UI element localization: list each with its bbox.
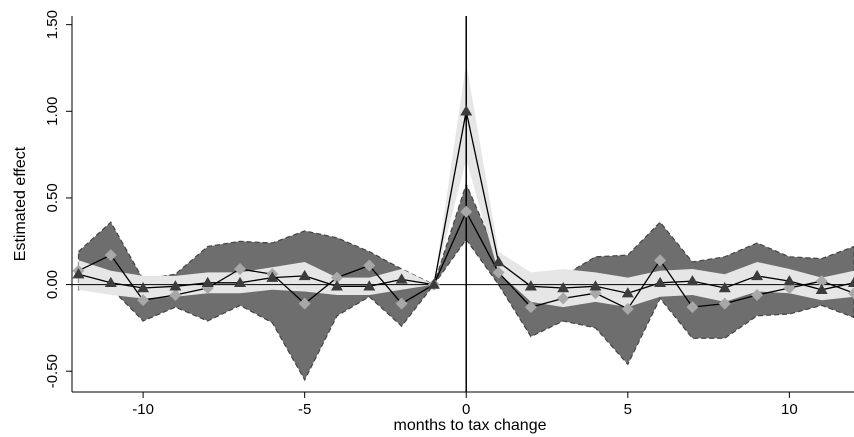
triangle-marker [557, 282, 570, 293]
triangle-marker [524, 280, 537, 291]
y-tick-label: 0.00 [44, 270, 61, 299]
triangle-marker [201, 276, 214, 288]
triangle-marker [815, 283, 828, 294]
triangle-marker [718, 282, 731, 293]
diamond-marker [654, 254, 667, 267]
triangle-marker [621, 287, 634, 298]
y-tick-label: 1.00 [44, 97, 61, 126]
diamond-marker [621, 302, 634, 315]
diamond-marker [686, 301, 699, 314]
x-tick-label: -5 [298, 401, 311, 418]
triangle-marker [266, 271, 279, 282]
triangle-marker [72, 268, 85, 279]
diamond-marker [718, 297, 731, 310]
y-tick-label: -0.50 [44, 354, 61, 388]
triangle-marker [654, 276, 667, 288]
triangle-marker [848, 276, 854, 288]
diamond-marker [234, 262, 247, 275]
ci-band-series-2 [77, 182, 854, 382]
diamond-marker [137, 294, 150, 307]
x-tick-label: 5 [624, 401, 632, 418]
x-axis-title: months to tax change [394, 417, 547, 434]
diamond-marker [492, 266, 505, 279]
triangle-marker [298, 269, 311, 281]
diamond-marker [815, 275, 828, 288]
ticks: -10 -5 0 5 10 -0.50 0.00 0.50 1.00 1.50 [44, 10, 798, 418]
triangle-marker [395, 273, 408, 284]
triangle-marker [234, 276, 247, 288]
triangle-marker [589, 280, 602, 291]
diamond-marker [104, 249, 117, 262]
diamond-marker [848, 287, 854, 300]
x-tick-label: 0 [462, 401, 470, 418]
y-axis-title: Estimated effect [12, 146, 29, 261]
triangle-marker [751, 269, 764, 281]
triangle-marker [104, 276, 117, 288]
triangle-marker [330, 280, 343, 291]
diamond-marker [524, 301, 537, 314]
x-tick-label: 10 [781, 401, 798, 418]
diamond-marker [363, 259, 376, 272]
axes [71, 16, 854, 393]
diamond-marker [395, 297, 408, 310]
diamond-marker [751, 288, 764, 301]
triangle-marker [169, 280, 182, 291]
y-tick-label: 0.50 [44, 183, 61, 212]
triangle-marker [686, 275, 699, 286]
triangle-marker [492, 256, 505, 267]
triangle-marker [427, 278, 440, 289]
y-tick-label: 1.50 [44, 10, 61, 39]
triangle-marker [783, 275, 796, 286]
triangle-marker [460, 105, 473, 116]
triangle-marker [137, 282, 150, 293]
diamond-marker [557, 292, 570, 305]
diamond-marker [169, 288, 182, 301]
triangle-marker [363, 280, 376, 291]
diamond-marker [298, 297, 311, 310]
x-tick-label: -10 [132, 401, 154, 418]
plot-area [72, 16, 854, 392]
diamond-marker [330, 271, 343, 284]
diamond-marker [460, 205, 473, 218]
